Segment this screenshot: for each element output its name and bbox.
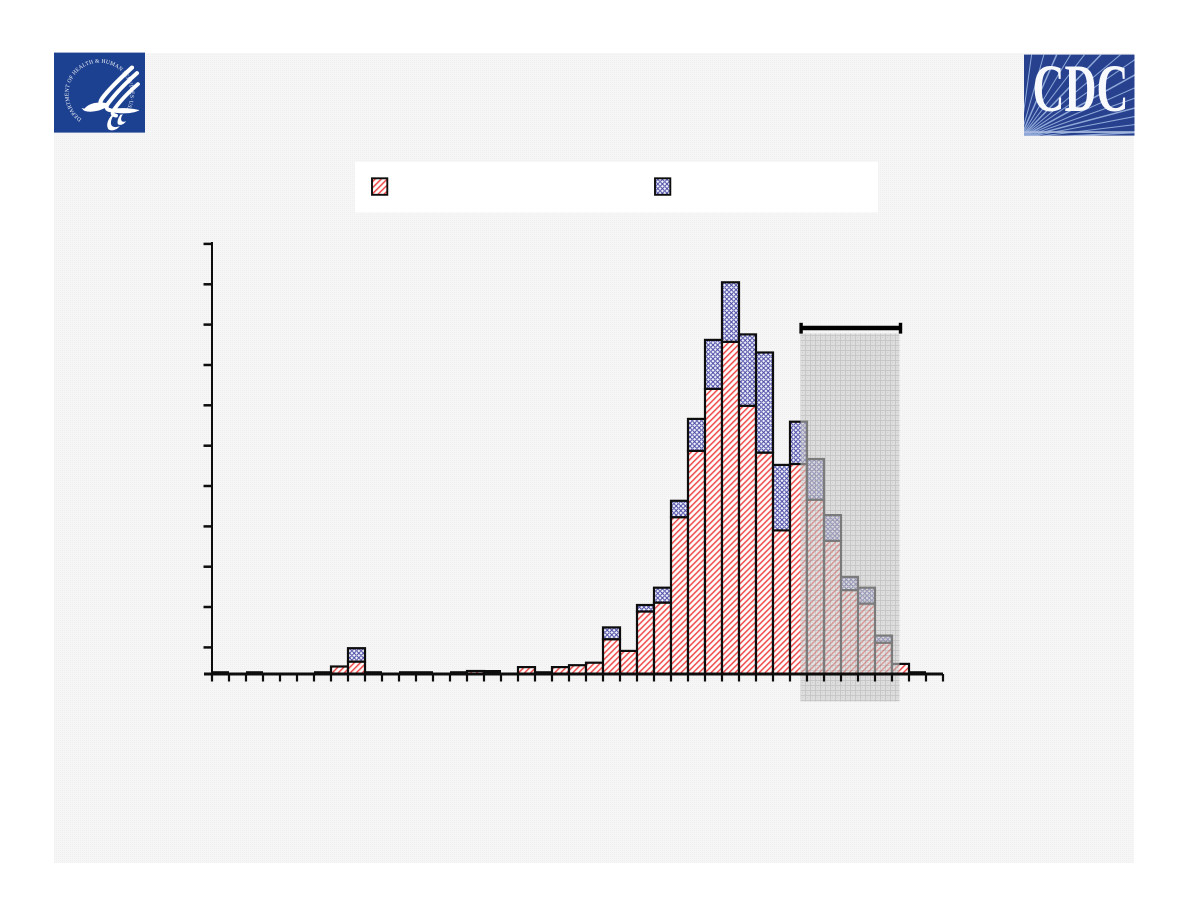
svg-text:CDC: CDC — [1033, 50, 1129, 126]
